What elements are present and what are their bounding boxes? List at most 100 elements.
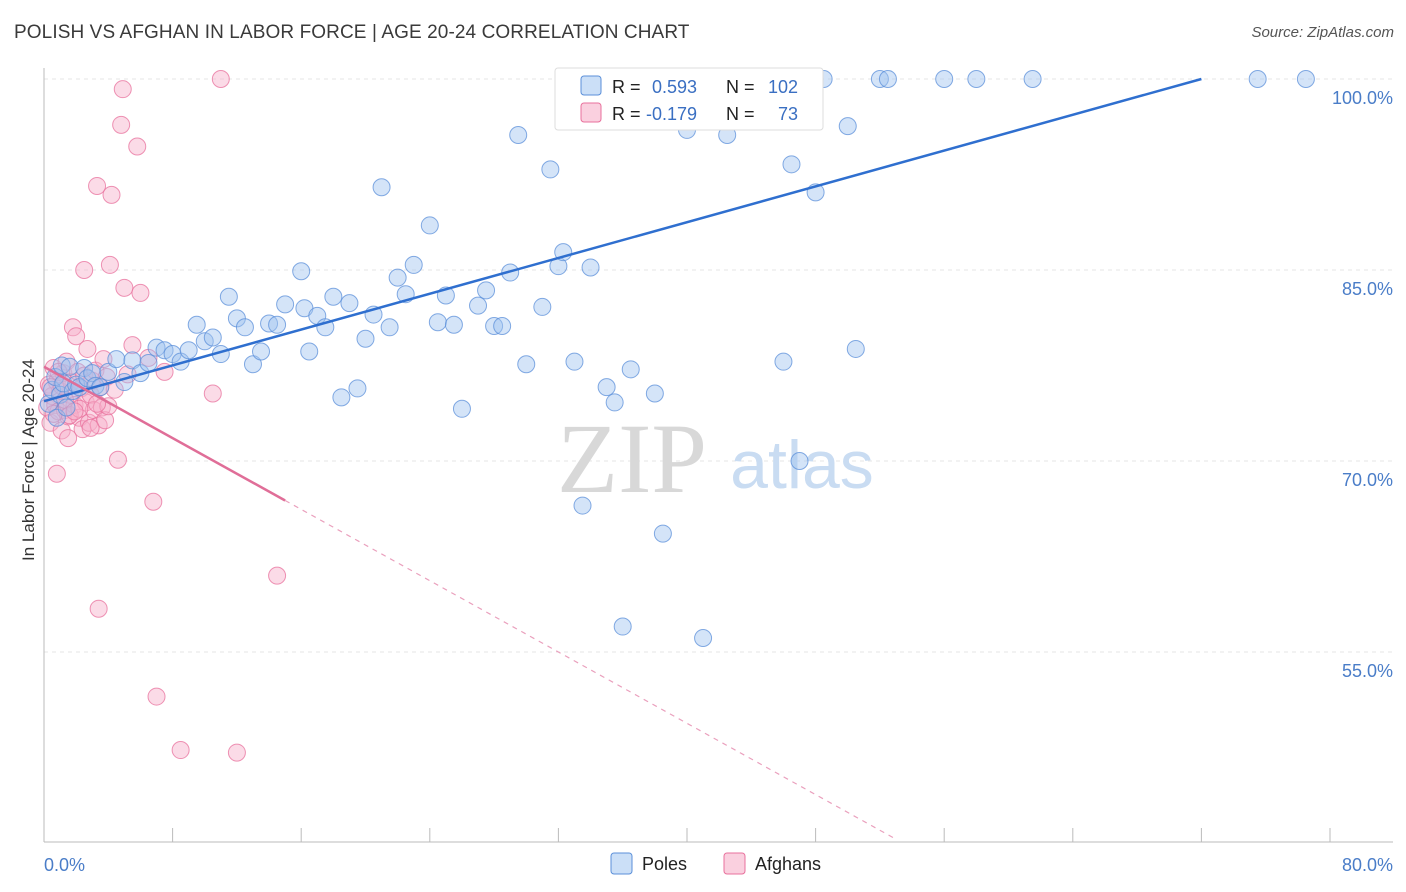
y-tick-label-100: 100.0% <box>1332 88 1393 108</box>
poles-point <box>324 287 343 306</box>
series-afghans <box>38 70 287 762</box>
poles-point <box>252 342 271 361</box>
poles-point <box>613 617 632 636</box>
afghans-point <box>47 464 66 483</box>
afghans-point <box>75 261 94 279</box>
poles-point <box>356 329 375 348</box>
poles-r-label: R = <box>612 77 641 97</box>
poles-point <box>332 388 351 407</box>
poles-point <box>243 355 262 374</box>
afghans-point <box>59 429 78 448</box>
poles-point <box>452 399 471 418</box>
poles-n-label: N = <box>726 77 755 97</box>
poles-point <box>653 524 672 543</box>
afghans-n-label: N = <box>726 104 755 124</box>
stats-legend-box <box>554 67 824 131</box>
poles-point <box>621 360 640 379</box>
trend-lines <box>43 77 1202 840</box>
poles-point <box>581 258 600 277</box>
poles-point <box>187 315 206 334</box>
afghans-point <box>227 743 246 762</box>
y-tick-label-85: 85.0% <box>1342 279 1393 299</box>
afghans-n-value: 73 <box>778 104 798 124</box>
afghans-point <box>96 411 115 430</box>
afghans-point <box>88 394 107 413</box>
watermark: ZIP atlas <box>557 403 874 514</box>
afghans-point <box>70 399 89 418</box>
poles-point <box>493 317 512 336</box>
poles-point <box>838 117 857 136</box>
poles-point <box>420 216 439 235</box>
poles-point <box>565 352 584 371</box>
afghans-point <box>88 176 107 195</box>
afghans-r-value: -0.179 <box>646 104 697 124</box>
bottom-legend: Poles Afghans <box>610 852 821 875</box>
poles-point <box>878 70 897 88</box>
poles-point <box>573 496 592 515</box>
poles-trend-line <box>43 77 1202 403</box>
watermark-atlas: atlas <box>730 427 874 503</box>
afghans-point <box>67 327 86 346</box>
y-tick-label-70: 70.0% <box>1342 470 1393 490</box>
afghans-point <box>123 336 142 355</box>
poles-point <box>300 342 319 361</box>
afghans-point <box>113 80 132 99</box>
poles-point <box>276 295 295 314</box>
afghans-point <box>128 137 147 156</box>
afghans-swatch <box>580 102 602 123</box>
afghans-point <box>112 115 131 134</box>
afghans-point <box>171 741 190 760</box>
poles-n-value: 102 <box>768 77 798 97</box>
poles-point <box>782 155 801 174</box>
poles-point <box>846 339 865 358</box>
poles-point <box>57 398 76 417</box>
afghans-point <box>147 687 166 706</box>
afghans-point <box>268 566 287 585</box>
poles-point <box>1296 70 1315 88</box>
poles-point <box>790 452 809 470</box>
poles-point <box>268 315 287 334</box>
poles-point <box>60 357 79 376</box>
afghans-trend-line <box>43 365 286 502</box>
poles-point <box>967 70 986 88</box>
poles-point <box>694 628 713 647</box>
poles-point <box>517 355 536 374</box>
poles-point <box>469 296 488 315</box>
x-tick-label-max: 80.0% <box>1342 855 1393 875</box>
legend-poles-label: Poles <box>642 854 687 874</box>
poles-point <box>597 378 616 397</box>
poles-point <box>774 352 793 371</box>
poles-r-value: 0.593 <box>652 77 697 97</box>
poles-point <box>541 160 560 179</box>
legend-afghans-swatch <box>723 852 746 875</box>
legend-afghans-label: Afghans <box>755 854 821 874</box>
axes <box>43 68 1393 843</box>
poles-point <box>99 362 118 381</box>
afghans-point <box>108 450 127 469</box>
poles-point <box>605 393 624 412</box>
poles-swatch <box>580 75 602 96</box>
series-poles <box>39 70 1315 647</box>
poles-point <box>380 318 399 337</box>
poles-point <box>645 384 664 403</box>
axis-labels: 0.0% 80.0% In Labor Force | Age 20-24 55… <box>19 88 1393 875</box>
poles-point <box>1248 70 1267 88</box>
afghans-point <box>211 70 230 88</box>
stats-legend: R = 0.593 N = 102 R = -0.179 N = 73 <box>554 67 824 131</box>
poles-point <box>372 178 391 197</box>
poles-point <box>935 70 954 88</box>
poles-point <box>477 281 496 300</box>
poles-point <box>388 268 407 287</box>
poles-point <box>219 287 238 306</box>
legend-poles-swatch <box>610 852 633 875</box>
poles-point <box>179 341 198 360</box>
afghans-point <box>89 599 108 618</box>
afghans-point <box>115 278 134 297</box>
poles-point <box>139 353 158 372</box>
poles-point <box>340 294 359 313</box>
poles-point <box>404 255 423 274</box>
y-tick-label-55: 55.0% <box>1342 661 1393 681</box>
afghans-point <box>144 492 163 511</box>
x-tick-label-min: 0.0% <box>44 855 85 875</box>
